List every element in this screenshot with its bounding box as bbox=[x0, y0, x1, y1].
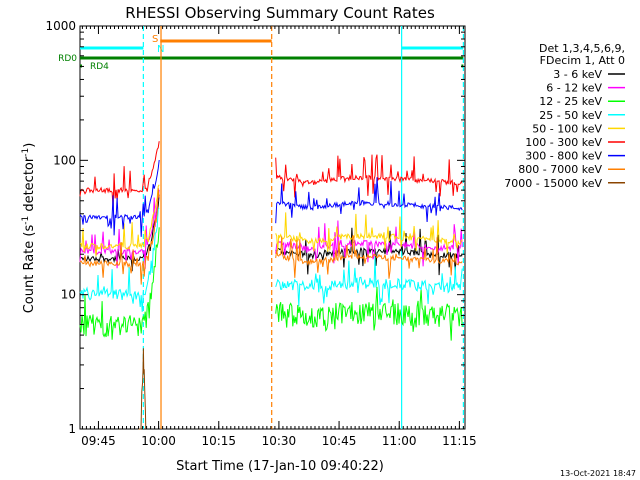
series-line-pre-gap bbox=[79, 159, 160, 237]
data-series bbox=[79, 141, 463, 430]
legend-label: 50 - 100 keV bbox=[532, 122, 602, 135]
rd0-label: RD0 bbox=[58, 54, 77, 64]
x-tick-label: 10:00 bbox=[141, 434, 176, 448]
x-tick-label: 10:45 bbox=[322, 434, 357, 448]
legend: Det 1,3,4,5,6,9, FDecim 1, Att 0 3 - 6 k… bbox=[504, 42, 625, 190]
footer-date: 13-Oct-2021 18:47 bbox=[560, 469, 636, 478]
status-bars: RD0RD4SN bbox=[58, 34, 464, 72]
y-tick-label: 100 bbox=[53, 153, 76, 167]
y-tick-label: 1 bbox=[68, 422, 76, 436]
legend-label: 25 - 50 keV bbox=[539, 109, 602, 122]
series-line-pre-gap bbox=[79, 141, 160, 208]
x-axis-ticks: 09:45 10:00 10:15 10:30 10:45 11:00 11:15 bbox=[81, 26, 477, 448]
series-line-post-gap bbox=[275, 212, 463, 254]
legend-label: 3 - 6 keV bbox=[553, 68, 602, 81]
y-axis-label-close: ) bbox=[22, 143, 37, 148]
x-tick-label: 10:30 bbox=[262, 434, 297, 448]
legend-label: 7000 - 15000 keV bbox=[504, 177, 602, 190]
legend-label: 300 - 800 keV bbox=[525, 150, 602, 163]
series-line-pre-gap bbox=[79, 187, 160, 285]
rd4-label: RD4 bbox=[90, 62, 109, 72]
legend-label: 800 - 7000 keV bbox=[518, 163, 602, 176]
plot-frame bbox=[79, 25, 466, 430]
series-line-pre-gap bbox=[79, 184, 160, 257]
series-line-post-gap bbox=[275, 286, 463, 341]
y-tick-label: 10 bbox=[61, 288, 76, 302]
series-line-pre-gap bbox=[79, 227, 160, 340]
legend-label: 12 - 25 keV bbox=[539, 95, 602, 108]
chart-title: RHESSI Observing Summary Count Rates bbox=[125, 4, 435, 22]
series-line-pre-gap bbox=[79, 194, 160, 272]
y-axis-label-sup: -1 bbox=[21, 216, 31, 225]
x-axis-label: Start Time (17-Jan-10 09:40:22) bbox=[176, 459, 384, 474]
legend-label: 100 - 300 keV bbox=[525, 136, 602, 149]
series-line-pre-gap bbox=[79, 207, 160, 312]
x-tick-label: 10:15 bbox=[201, 434, 236, 448]
legend-header-line1: Det 1,3,4,5,6,9, bbox=[539, 42, 625, 55]
y-axis-label: Count Rate (s-1 detector-1) bbox=[21, 143, 37, 314]
legend-header-line2: FDecim 1, Att 0 bbox=[540, 54, 625, 67]
x-tick-label: 11:00 bbox=[382, 434, 417, 448]
s-label: S bbox=[152, 34, 158, 45]
x-tick-label: 09:45 bbox=[81, 434, 116, 448]
legend-label: 6 - 12 keV bbox=[546, 82, 602, 95]
y-tick-label: 1000 bbox=[45, 19, 76, 33]
series-line-spike bbox=[138, 348, 147, 430]
y-axis-ticks: 1 10 100 1000 bbox=[45, 19, 465, 436]
series-line-post-gap bbox=[275, 177, 463, 224]
plot-area bbox=[79, 25, 466, 430]
y-axis-label-end: detector bbox=[22, 156, 37, 216]
series-line-post-gap bbox=[275, 154, 463, 198]
series-line-post-gap bbox=[275, 235, 463, 279]
series-line-post-gap bbox=[275, 256, 463, 307]
x-tick-label: 11:15 bbox=[442, 434, 477, 448]
y-axis-label-main: Count Rate (s bbox=[22, 225, 37, 314]
series-line-post-gap bbox=[275, 220, 463, 267]
y-axis-label-end-sup: -1 bbox=[21, 148, 31, 157]
vertical-markers bbox=[142, 26, 464, 429]
